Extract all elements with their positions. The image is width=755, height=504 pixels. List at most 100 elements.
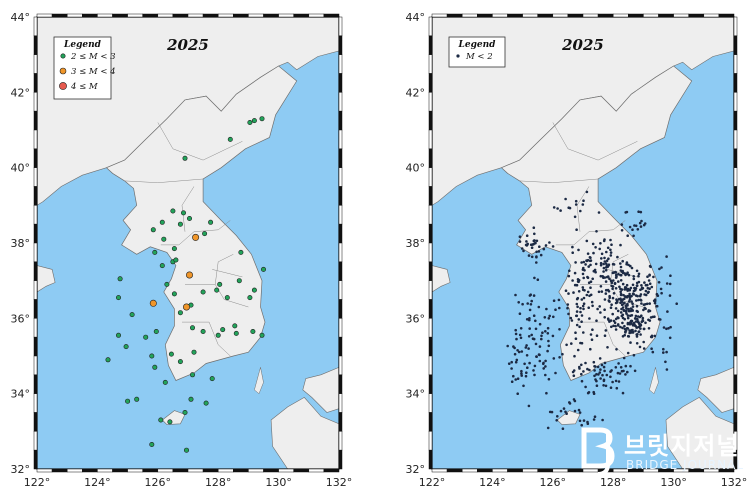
event-marker-minor xyxy=(181,210,187,216)
event-marker-micro xyxy=(631,328,634,332)
event-marker-micro xyxy=(625,309,628,312)
event-marker-minor xyxy=(152,249,158,255)
event-marker-micro xyxy=(514,328,517,332)
event-marker-minor xyxy=(259,116,265,122)
event-marker-micro xyxy=(534,319,537,323)
event-marker-micro xyxy=(662,347,665,351)
event-marker-micro xyxy=(573,215,577,219)
event-marker-minor xyxy=(238,249,244,255)
y-tick-label: 38° xyxy=(11,237,31,250)
event-marker-minor xyxy=(224,295,230,301)
event-marker-micro xyxy=(632,353,636,357)
legend-label: 4 ≤ M xyxy=(70,82,98,92)
event-marker-micro xyxy=(586,252,590,255)
event-marker-micro xyxy=(626,294,629,298)
event-marker-micro xyxy=(624,286,628,290)
event-marker-micro xyxy=(668,294,672,297)
event-marker-micro xyxy=(581,288,585,292)
event-marker-micro xyxy=(619,290,622,294)
event-marker-micro xyxy=(624,373,627,376)
event-marker-micro xyxy=(544,373,547,377)
map-area xyxy=(37,17,339,469)
event-marker-micro xyxy=(604,329,608,332)
y-tick-label: 36° xyxy=(406,312,426,325)
event-marker-micro xyxy=(628,225,632,229)
boundary-line xyxy=(182,321,231,357)
event-marker-micro xyxy=(558,356,561,359)
event-marker-micro xyxy=(603,298,607,301)
event-marker-micro xyxy=(640,286,644,290)
event-marker-micro xyxy=(589,256,592,260)
event-marker-micro xyxy=(566,306,569,310)
event-marker-micro xyxy=(561,427,565,431)
event-marker-micro xyxy=(576,305,579,309)
y-tick-label: 44° xyxy=(406,11,426,24)
event-marker-micro xyxy=(538,245,541,248)
event-marker-micro xyxy=(600,252,604,256)
event-marker-micro xyxy=(559,409,563,413)
boundary-line xyxy=(580,284,644,308)
event-marker-micro xyxy=(606,246,610,250)
event-marker-micro xyxy=(540,337,543,341)
event-marker-micro xyxy=(579,209,582,213)
event-marker-micro xyxy=(628,288,631,292)
event-marker-micro xyxy=(602,365,606,369)
event-marker-micro xyxy=(634,317,637,320)
event-marker-micro xyxy=(532,239,536,243)
event-marker-micro xyxy=(595,230,598,233)
event-marker-micro xyxy=(662,351,665,354)
event-marker-micro xyxy=(602,384,605,387)
event-marker-minor xyxy=(187,216,193,222)
event-marker-micro xyxy=(574,337,578,341)
event-marker-micro xyxy=(589,263,592,267)
event-marker-micro xyxy=(602,266,606,270)
event-marker-micro xyxy=(669,325,672,329)
event-marker-micro xyxy=(614,379,618,383)
event-marker-micro xyxy=(588,294,591,298)
event-marker-micro xyxy=(565,412,568,416)
boundary-line xyxy=(609,254,629,285)
event-marker-minor xyxy=(215,332,221,338)
event-marker-micro xyxy=(611,285,615,288)
event-marker-moderate xyxy=(149,299,157,307)
event-marker-minor xyxy=(149,353,155,359)
event-marker-micro xyxy=(532,337,536,341)
event-marker-micro xyxy=(598,247,601,251)
event-marker-micro xyxy=(625,312,628,315)
event-marker-micro xyxy=(636,320,640,324)
event-marker-micro xyxy=(587,281,591,285)
event-marker-micro xyxy=(620,369,624,373)
event-marker-micro xyxy=(620,288,624,291)
event-marker-micro xyxy=(659,318,662,321)
event-marker-micro xyxy=(637,298,640,302)
event-marker-micro xyxy=(610,303,613,307)
map-area xyxy=(432,17,734,469)
event-marker-micro xyxy=(644,293,648,297)
event-marker-micro xyxy=(525,354,529,357)
event-marker-micro xyxy=(631,305,635,308)
event-marker-micro xyxy=(631,302,634,306)
seismicity-map-m2-plus: 122° 124° 126° 128° 130° 132° 32° 34° 36° 38° 40° 4… xyxy=(11,11,353,489)
event-marker-micro xyxy=(609,386,613,390)
event-marker-micro xyxy=(644,303,647,306)
event-marker-micro xyxy=(609,248,612,252)
honshu-landmass xyxy=(302,366,339,413)
event-marker-micro xyxy=(517,301,520,304)
event-marker-micro xyxy=(642,308,645,312)
event-marker-micro xyxy=(528,361,531,365)
event-marker-micro xyxy=(539,253,543,257)
watermark-text: 브릿지저널 xyxy=(624,432,740,460)
event-marker-micro xyxy=(599,263,603,267)
event-marker-micro xyxy=(651,350,655,354)
event-marker-micro xyxy=(632,277,636,281)
event-marker-minor xyxy=(200,328,206,334)
event-marker-micro xyxy=(546,426,550,430)
event-marker-micro xyxy=(588,317,591,320)
event-marker-micro xyxy=(535,250,538,254)
boundary-line xyxy=(552,122,638,161)
event-marker-micro xyxy=(515,358,519,362)
event-marker-micro xyxy=(581,203,585,206)
event-marker-minor xyxy=(159,219,165,225)
event-marker-micro xyxy=(605,373,609,377)
event-marker-micro xyxy=(595,373,598,376)
